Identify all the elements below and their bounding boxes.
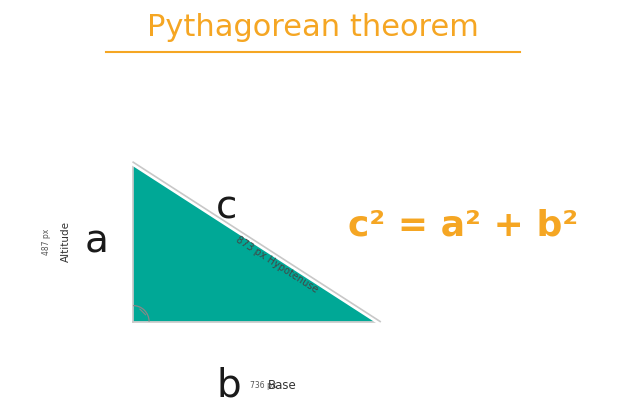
Text: Pythagorean theorem: Pythagorean theorem xyxy=(147,13,479,42)
Text: a: a xyxy=(85,223,109,261)
Polygon shape xyxy=(133,162,380,322)
Text: b: b xyxy=(216,367,241,405)
Text: 736 px: 736 px xyxy=(250,381,277,390)
Text: Base: Base xyxy=(268,379,297,392)
Text: Altitude: Altitude xyxy=(61,221,71,262)
Text: c² = a² + b²: c² = a² + b² xyxy=(348,208,578,242)
Text: 873 px Hypotenuse: 873 px Hypotenuse xyxy=(233,235,319,295)
Text: c: c xyxy=(216,188,237,226)
Text: 487 px: 487 px xyxy=(43,229,51,255)
